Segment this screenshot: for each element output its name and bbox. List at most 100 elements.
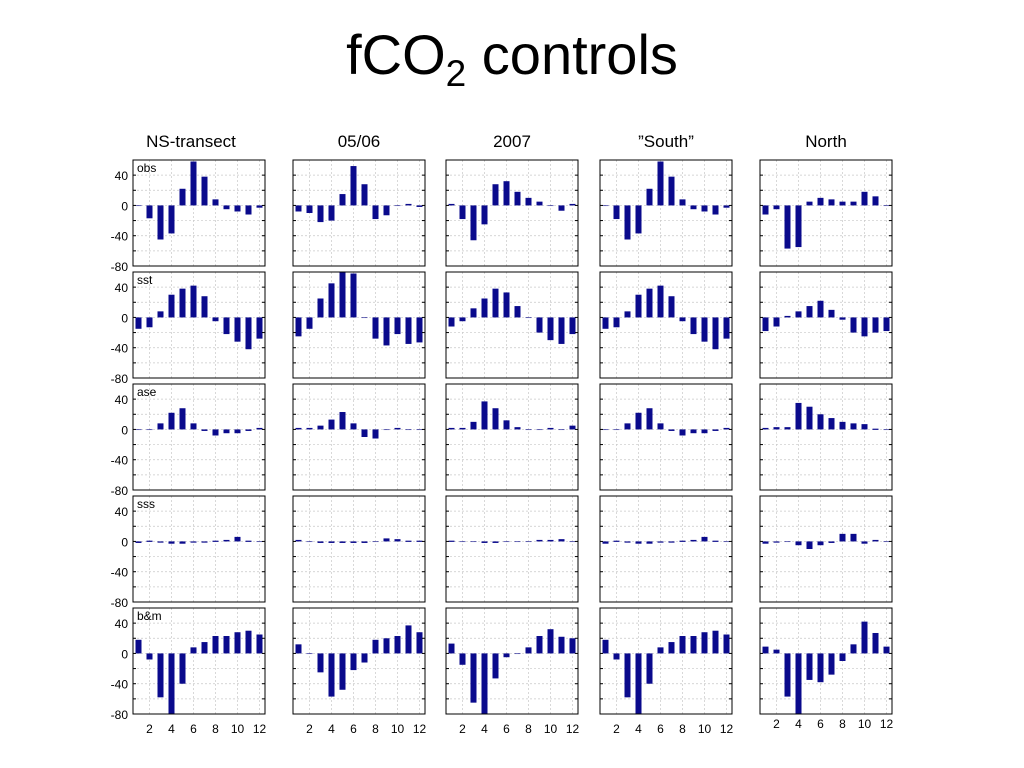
- bar: [168, 412, 175, 430]
- bar: [135, 541, 142, 543]
- bar: [872, 196, 879, 206]
- title-subscript: 2: [445, 53, 467, 94]
- bar: [690, 636, 697, 654]
- bar: [492, 653, 499, 679]
- bar: [668, 642, 675, 654]
- bar: [668, 176, 675, 206]
- bar: [481, 541, 488, 543]
- y-tick-label: -40: [111, 454, 129, 468]
- bar: [448, 317, 455, 327]
- bar: [613, 540, 620, 542]
- bar: [712, 317, 719, 350]
- bar: [613, 205, 620, 220]
- bar: [306, 653, 313, 655]
- bar: [635, 205, 642, 234]
- bar: [872, 317, 879, 333]
- bar: [861, 424, 868, 430]
- bar: [602, 541, 609, 544]
- x-tick-label: 8: [212, 722, 219, 736]
- bar: [361, 653, 368, 663]
- bar: [372, 429, 379, 439]
- bar: [624, 653, 631, 698]
- bar: [201, 642, 208, 654]
- column-header: North: [805, 132, 847, 151]
- row-label: sss: [137, 497, 155, 511]
- bar: [839, 201, 846, 206]
- bar: [525, 647, 532, 654]
- bar: [602, 639, 609, 654]
- bar: [503, 292, 510, 318]
- bar: [806, 306, 813, 318]
- title-rest: controls: [466, 23, 678, 86]
- bar: [416, 540, 423, 542]
- bar: [317, 541, 324, 543]
- bar: [861, 317, 868, 337]
- bar: [135, 429, 142, 431]
- panel-frame: [445, 495, 579, 603]
- y-tick-label: 0: [121, 199, 128, 213]
- bar: [350, 273, 357, 318]
- bar: [723, 634, 730, 654]
- bar: [135, 639, 142, 654]
- bar: [646, 408, 653, 430]
- bar: [317, 298, 324, 318]
- bar: [514, 306, 521, 318]
- bar: [701, 205, 708, 212]
- x-tick-label: 4: [481, 722, 488, 736]
- bar: [850, 423, 857, 430]
- bar: [762, 646, 769, 654]
- bar: [679, 317, 686, 322]
- bar: [383, 205, 390, 216]
- bar: [806, 201, 813, 206]
- bar: [547, 629, 554, 654]
- y-tick-label: -40: [111, 566, 129, 580]
- bar: [624, 423, 631, 430]
- bar: [547, 427, 554, 430]
- row-label: b&m: [137, 609, 162, 623]
- bar: [492, 288, 499, 318]
- bar: [784, 541, 791, 543]
- bar: [470, 541, 477, 543]
- bar: [723, 427, 730, 430]
- bar: [212, 540, 219, 542]
- bar: [470, 421, 477, 430]
- bar: [448, 540, 455, 542]
- panel-frame: [132, 607, 266, 715]
- y-tick-label: -80: [111, 708, 129, 722]
- x-tick-label: 4: [795, 717, 802, 731]
- bar: [256, 541, 263, 543]
- panel-frame: [132, 271, 266, 379]
- bar: [157, 541, 164, 543]
- bar: [245, 429, 252, 431]
- bar: [383, 429, 390, 431]
- bar: [635, 541, 642, 544]
- bar: [712, 630, 719, 654]
- bar: [657, 423, 664, 430]
- panel-frame: [292, 159, 426, 267]
- bar: [828, 418, 835, 430]
- bar: [492, 408, 499, 430]
- bar: [339, 272, 346, 318]
- bar: [861, 541, 868, 544]
- bar: [212, 317, 219, 322]
- bar: [223, 636, 230, 654]
- bar: [223, 317, 230, 335]
- y-tick-label: 0: [121, 535, 128, 549]
- bar: [624, 541, 631, 543]
- bar: [245, 205, 252, 215]
- bar: [295, 644, 302, 654]
- panel-frame: [759, 159, 893, 267]
- row-label: obs: [137, 161, 156, 175]
- slide-title: fCO2 controls: [0, 20, 1024, 109]
- bar: [613, 429, 620, 431]
- y-tick-label: 0: [121, 647, 128, 661]
- bar: [234, 429, 241, 434]
- panel-frame: [759, 607, 893, 715]
- bar: [350, 541, 357, 543]
- x-tick-label: 2: [459, 722, 466, 736]
- bar: [328, 283, 335, 318]
- bar: [795, 653, 802, 714]
- bar: [234, 632, 241, 654]
- bar: [361, 184, 368, 206]
